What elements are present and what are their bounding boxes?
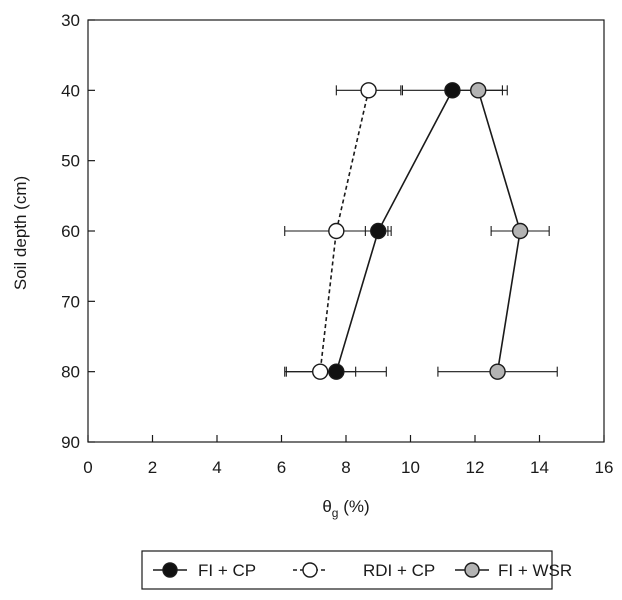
x-tick-label: 0 — [83, 458, 92, 477]
data-point — [312, 363, 329, 380]
data-point — [328, 363, 345, 380]
x-tick-label: 10 — [401, 458, 420, 477]
x-axis: 0 2 4 6 8 10 12 14 16 — [83, 435, 613, 477]
y-tick-label: 40 — [61, 81, 80, 100]
legend-marker — [464, 562, 480, 578]
y-tick-label: 50 — [61, 152, 80, 171]
legend-marker — [162, 562, 178, 578]
y-axis: 30 40 50 60 70 80 90 — [61, 11, 95, 452]
x-tick-label: 14 — [530, 458, 549, 477]
legend-label: FI + WSR — [498, 561, 572, 580]
legend: FI + CP RDI + CP FI + WSR — [141, 550, 572, 590]
x-tick-label: 8 — [341, 458, 350, 477]
data-point — [470, 82, 487, 99]
x-axis-label-subscript: g — [332, 506, 339, 520]
legend-label: FI + CP — [198, 561, 256, 580]
data-point — [328, 222, 345, 240]
series-layer — [284, 82, 558, 380]
data-point — [360, 82, 377, 99]
data-point — [370, 222, 387, 240]
y-axis-label: Soil depth (cm) — [11, 176, 30, 290]
x-tick-label: 12 — [466, 458, 485, 477]
x-axis-label-unit: (%) — [338, 497, 369, 516]
data-point — [489, 363, 506, 380]
legend-marker — [302, 562, 318, 578]
y-tick-label: 70 — [61, 292, 80, 311]
x-tick-label: 2 — [148, 458, 157, 477]
x-axis-label: θg (%) — [322, 497, 369, 520]
y-tick-label: 90 — [61, 433, 80, 452]
y-tick-label: 30 — [61, 11, 80, 30]
data-point — [511, 222, 529, 240]
x-tick-label: 4 — [212, 458, 221, 477]
x-tick-label: 6 — [277, 458, 286, 477]
legend-label: RDI + CP — [363, 561, 435, 580]
y-tick-label: 80 — [61, 363, 80, 382]
x-tick-label: 16 — [595, 458, 614, 477]
y-tick-label: 60 — [61, 222, 80, 241]
data-point — [444, 82, 461, 99]
series-line — [319, 90, 370, 372]
